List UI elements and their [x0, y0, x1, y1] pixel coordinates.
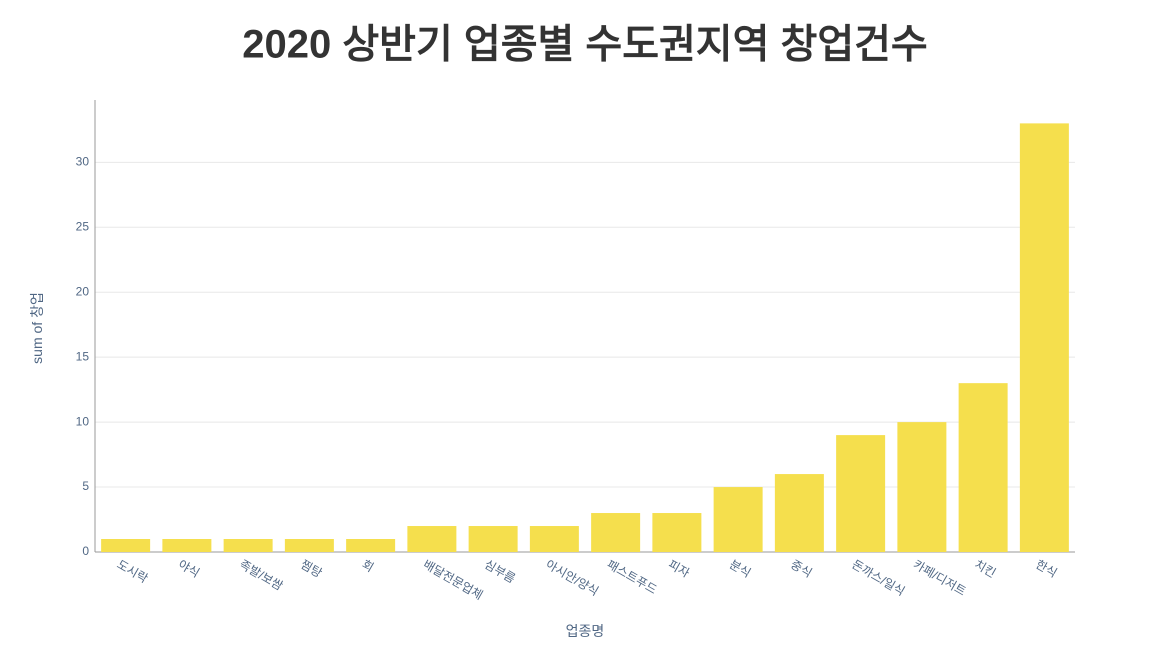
x-tick-label: 한식 [1033, 557, 1059, 580]
x-tick-label: 배달전문업체 [421, 557, 485, 602]
y-tick-label: 25 [76, 219, 90, 233]
x-tick-label: 회 [360, 557, 377, 575]
x-tick-label: 돈까스/일식 [850, 557, 908, 598]
x-tick-label: 피자 [666, 557, 692, 580]
x-axis-title: 업종명 [566, 623, 605, 639]
chart-title: 2020 상반기 업종별 수도권지역 창업건수 [242, 23, 927, 67]
y-tick-label: 20 [76, 284, 90, 298]
x-tick-label: 중식 [788, 557, 814, 580]
y-tick-label: 15 [76, 349, 90, 363]
bar [897, 422, 947, 552]
bar [468, 526, 518, 552]
x-tick-label: 분식 [727, 557, 753, 580]
bar [162, 539, 212, 552]
bar [407, 526, 457, 552]
bar [958, 383, 1008, 552]
x-tick-label: 치킨 [972, 557, 998, 580]
x-tick-label: 패스트푸드 [605, 557, 660, 597]
bar [529, 526, 579, 552]
bar [101, 539, 151, 552]
y-axis-title: sum of 창업 [29, 292, 45, 364]
bar [652, 513, 702, 552]
x-tick-label: 심부름 [482, 557, 518, 586]
y-tick-label: 0 [82, 544, 89, 558]
bar [591, 513, 641, 552]
bar [836, 435, 886, 552]
x-tick-label: 아시안/양식 [543, 557, 601, 598]
bar [713, 487, 763, 552]
bar [346, 539, 396, 552]
x-tick-label: 찜탕 [298, 557, 324, 580]
x-tick-label: 도시락 [115, 557, 151, 586]
bar [1019, 123, 1069, 553]
bar [284, 539, 334, 552]
x-tick-label: 야식 [176, 557, 202, 580]
x-tick-label: 카페/디저트 [911, 557, 969, 598]
y-tick-label: 10 [76, 414, 90, 428]
x-tick-label: 족발/보쌈 [237, 557, 285, 593]
y-tick-label: 30 [76, 155, 90, 169]
y-tick-label: 5 [82, 479, 89, 493]
bar [223, 539, 273, 552]
bar [774, 474, 824, 552]
